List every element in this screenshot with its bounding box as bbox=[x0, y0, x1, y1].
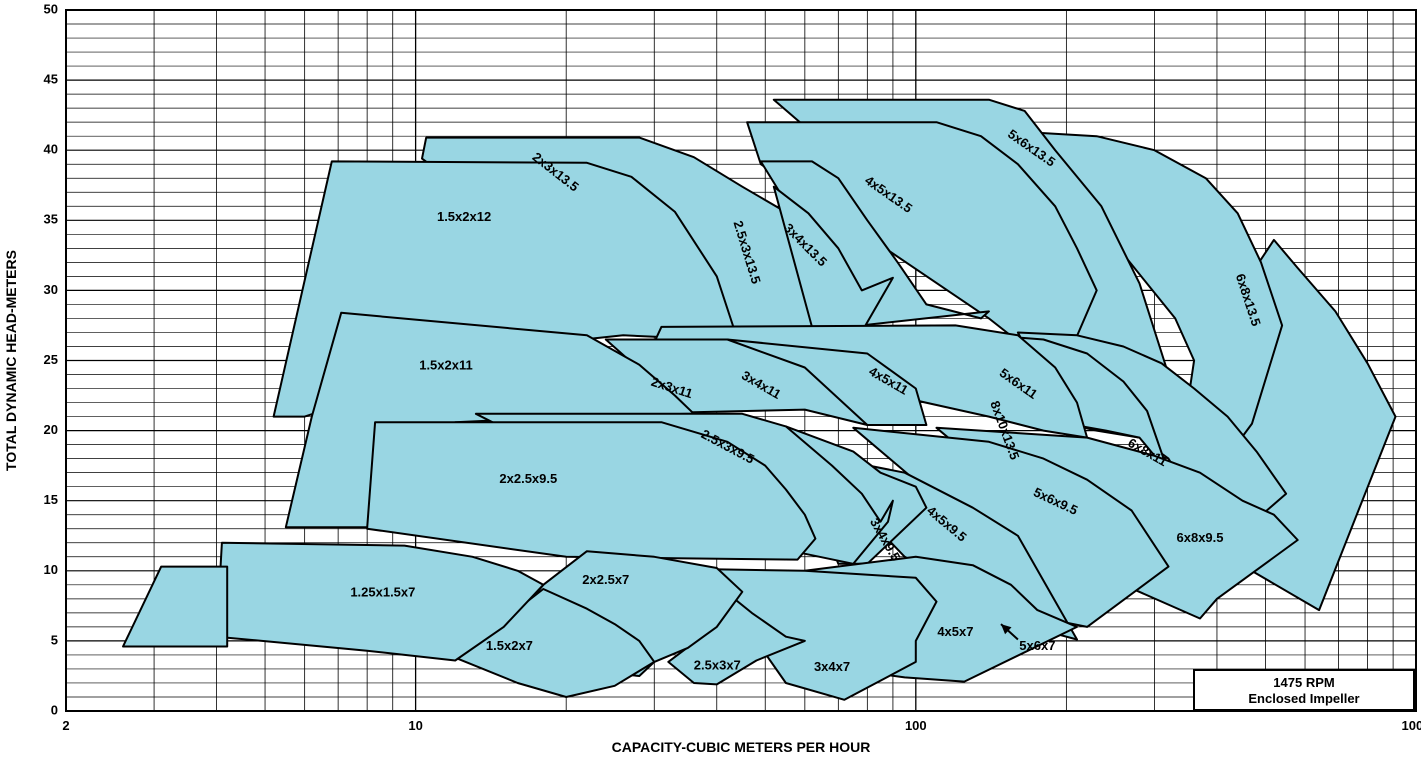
y-axis-label: TOTAL DYNAMIC HEAD-METERS bbox=[3, 250, 19, 471]
region-label: 1.5x2x11 bbox=[419, 358, 473, 373]
y-tick-label: 15 bbox=[44, 492, 58, 507]
pump-region-1.25x1.5x7 bbox=[215, 541, 545, 662]
x-tick-label: 10 bbox=[408, 718, 422, 733]
region-label: 1.5x2x12 bbox=[437, 209, 491, 224]
pump-region-1.5x2x7 bbox=[454, 588, 656, 698]
y-tick-label: 40 bbox=[44, 142, 58, 157]
annotation-arrow-head bbox=[1000, 624, 1012, 635]
pump-region-2x2.5x9.5 bbox=[366, 421, 817, 561]
speed-note-rpm: 1475 RPM bbox=[1273, 675, 1334, 690]
region-label: 2x2.5x9.5 bbox=[499, 471, 557, 486]
region-label: 6x8x9.5 bbox=[1177, 530, 1224, 545]
annotations: 5x6x7 bbox=[1000, 623, 1055, 653]
y-tick-label: 30 bbox=[44, 282, 58, 297]
y-tick-label: 20 bbox=[44, 422, 58, 437]
pump-region-6x8x13.5 bbox=[1023, 131, 1284, 488]
y-tick-label: 0 bbox=[51, 702, 58, 717]
pump-region-1.25x1.5x7-small bbox=[122, 565, 229, 648]
y-tick-label: 5 bbox=[51, 632, 58, 647]
speed-note-frame bbox=[1193, 669, 1415, 711]
x-axis-label: CAPACITY-CUBIC METERS PER HOUR bbox=[612, 739, 871, 755]
region-label: 4x5x7 bbox=[937, 624, 973, 639]
region-label: 2.5x3x7 bbox=[694, 658, 741, 673]
region-label: 1.5x2x7 bbox=[486, 638, 533, 653]
x-tick-label: 2 bbox=[62, 718, 69, 733]
pump-regions bbox=[122, 98, 1397, 701]
region-label: 1.25x1.5x7 bbox=[350, 585, 415, 600]
region-label: 2x2.5x7 bbox=[582, 572, 629, 587]
y-tick-label: 45 bbox=[44, 72, 58, 87]
speed-note-impeller: Enclosed Impeller bbox=[1248, 691, 1359, 706]
plot-frame bbox=[65, 9, 1417, 712]
y-tick-label: 25 bbox=[44, 352, 58, 367]
pump-region-3x4x13.5 bbox=[759, 160, 990, 327]
region-label: 3x4x7 bbox=[814, 659, 850, 674]
x-tick-label: 100 bbox=[905, 718, 927, 733]
y-tick-label: 35 bbox=[44, 212, 58, 227]
axes bbox=[65, 9, 1417, 712]
x-tick-label: 1000 bbox=[1402, 718, 1421, 733]
speed-note-box: 1475 RPM Enclosed Impeller bbox=[1193, 669, 1415, 711]
y-tick-label: 10 bbox=[44, 562, 58, 577]
y-tick-label: 50 bbox=[44, 1, 58, 16]
tick-labels: 0 5 10 15 20 25 30 35 40 45 50 2 10 100 1000 bbox=[44, 1, 1421, 733]
annotation-label: 5x6x7 bbox=[1019, 638, 1055, 653]
